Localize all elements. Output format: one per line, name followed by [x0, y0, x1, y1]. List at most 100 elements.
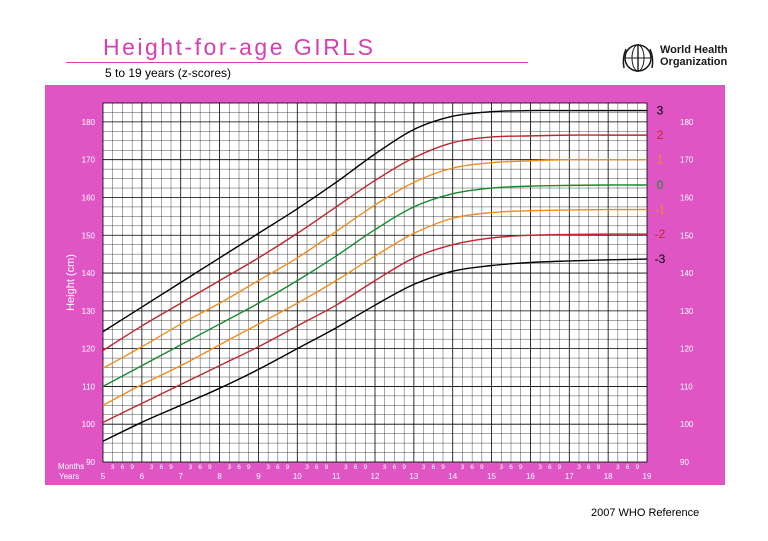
x-month-tick-label: 6 [626, 464, 630, 471]
x-month-tick-label: 9 [480, 464, 484, 471]
series-line-zminus1 [102, 208, 648, 406]
x-month-tick-label: 6 [237, 464, 241, 471]
x-month-tick-label: 6 [587, 464, 591, 471]
x-month-tick-label: 9 [402, 464, 406, 471]
x-month-tick-label: 6 [431, 464, 435, 471]
who-emblem-icon [622, 44, 654, 72]
logo-text: World Health Organization [660, 44, 728, 68]
x-month-tick-label: 3 [344, 464, 348, 471]
series-line-z3 [102, 109, 647, 333]
x-month-tick-label: 9 [130, 464, 134, 471]
y-tick-label-left: 140 [82, 269, 96, 278]
y-tick-label-left: 90 [86, 458, 95, 467]
page-title: Height-for-age GIRLS [103, 34, 376, 60]
y-tick-label-right: 180 [680, 118, 694, 127]
y-tick-label-left: 150 [82, 231, 96, 240]
x-month-tick-label: 9 [325, 464, 329, 471]
x-year-tick-label: 18 [604, 472, 613, 481]
x-month-tick-label: 9 [441, 464, 445, 471]
x-year-tick-label: 14 [448, 472, 457, 481]
x-month-tick-label: 3 [111, 464, 115, 471]
x-month-tick-label: 3 [499, 464, 503, 471]
x-month-tick-label: 3 [189, 464, 193, 471]
x-month-tick-label: 6 [470, 464, 474, 471]
series-label: -3 [655, 252, 666, 266]
x-year-tick-label: 9 [256, 472, 261, 481]
series-label: -2 [655, 227, 666, 241]
series-line-zminus3 [102, 258, 648, 442]
series-line-z1 [102, 158, 647, 369]
x-month-tick-label: 9 [169, 464, 173, 471]
x-year-tick-label: 11 [332, 472, 341, 481]
series-line-z0 [102, 184, 648, 388]
series-label: -1 [655, 203, 666, 217]
x-year-tick-label: 17 [565, 472, 574, 481]
x-month-tick-label: 6 [354, 464, 358, 471]
y-tick-label-right: 160 [680, 193, 694, 202]
x-month-tick-label: 3 [616, 464, 620, 471]
who-logo [620, 40, 760, 76]
x-month-tick-label: 9 [635, 464, 639, 471]
years-row-label: Years [59, 472, 79, 481]
y-tick-label-left: 160 [82, 193, 96, 202]
x-year-tick-label: 10 [293, 472, 302, 481]
series-line-zminus2 [102, 233, 648, 423]
x-month-tick-label: 6 [509, 464, 513, 471]
series-line-z2 [102, 134, 647, 352]
y-tick-label-right: 170 [680, 156, 694, 165]
series-label: 3 [657, 104, 664, 118]
y-tick-label-left: 170 [82, 156, 96, 165]
x-month-tick-label: 3 [383, 464, 387, 471]
x-month-tick-label: 3 [538, 464, 542, 471]
x-month-tick-label: 3 [422, 464, 426, 471]
months-row-label: Months [58, 462, 84, 471]
x-month-tick-label: 3 [266, 464, 270, 471]
x-month-tick-label: 6 [198, 464, 202, 471]
y-tick-label-left: 120 [82, 345, 96, 354]
y-tick-label-right: 120 [680, 345, 694, 354]
x-month-tick-label: 3 [150, 464, 154, 471]
page-subtitle: 5 to 19 years (z-scores) [105, 66, 232, 80]
x-month-tick-label: 9 [597, 464, 601, 471]
x-year-tick-label: 13 [409, 472, 418, 481]
x-year-tick-label: 16 [526, 472, 535, 481]
y-tick-label-right: 90 [680, 458, 689, 467]
y-tick-label-right: 100 [680, 420, 694, 429]
x-month-tick-label: 9 [286, 464, 290, 471]
y-tick-label-left: 110 [82, 382, 95, 391]
x-month-tick-label: 6 [315, 464, 319, 471]
x-year-tick-label: 8 [217, 472, 222, 481]
x-axis-title: Age (completed months and years) [289, 487, 460, 499]
x-month-tick-label: 9 [208, 464, 212, 471]
x-month-tick-label: 6 [276, 464, 280, 471]
series-label: 2 [657, 128, 664, 142]
x-year-tick-label: 15 [487, 472, 496, 481]
x-month-tick-label: 3 [577, 464, 581, 471]
y-tick-label-left: 100 [82, 420, 96, 429]
x-month-tick-label: 3 [227, 464, 231, 471]
x-month-tick-label: 9 [363, 464, 367, 471]
title-divider [66, 62, 528, 63]
y-tick-label-right: 150 [680, 231, 694, 240]
x-year-tick-label: 19 [643, 472, 652, 481]
y-tick-label-right: 140 [680, 269, 694, 278]
x-month-tick-label: 9 [558, 464, 562, 471]
logo-text-line1: World Health [660, 44, 728, 56]
x-year-tick-label: 6 [140, 472, 145, 481]
x-month-tick-label: 6 [159, 464, 163, 471]
x-month-tick-label: 9 [247, 464, 251, 471]
x-month-tick-label: 9 [519, 464, 523, 471]
x-month-tick-label: 6 [393, 464, 397, 471]
y-tick-label-left: 130 [82, 307, 96, 316]
x-month-tick-label: 3 [305, 464, 309, 471]
x-month-tick-label: 6 [548, 464, 552, 471]
y-tick-label-right: 110 [680, 382, 693, 391]
series-label: 0 [657, 178, 664, 192]
y-tick-label-right: 130 [680, 307, 694, 316]
x-year-tick-label: 5 [101, 472, 106, 481]
x-month-tick-label: 6 [121, 464, 125, 471]
logo-text-line2: Organization [660, 56, 728, 68]
y-tick-label-left: 180 [82, 118, 96, 127]
footer-reference: 2007 WHO Reference [591, 507, 700, 519]
